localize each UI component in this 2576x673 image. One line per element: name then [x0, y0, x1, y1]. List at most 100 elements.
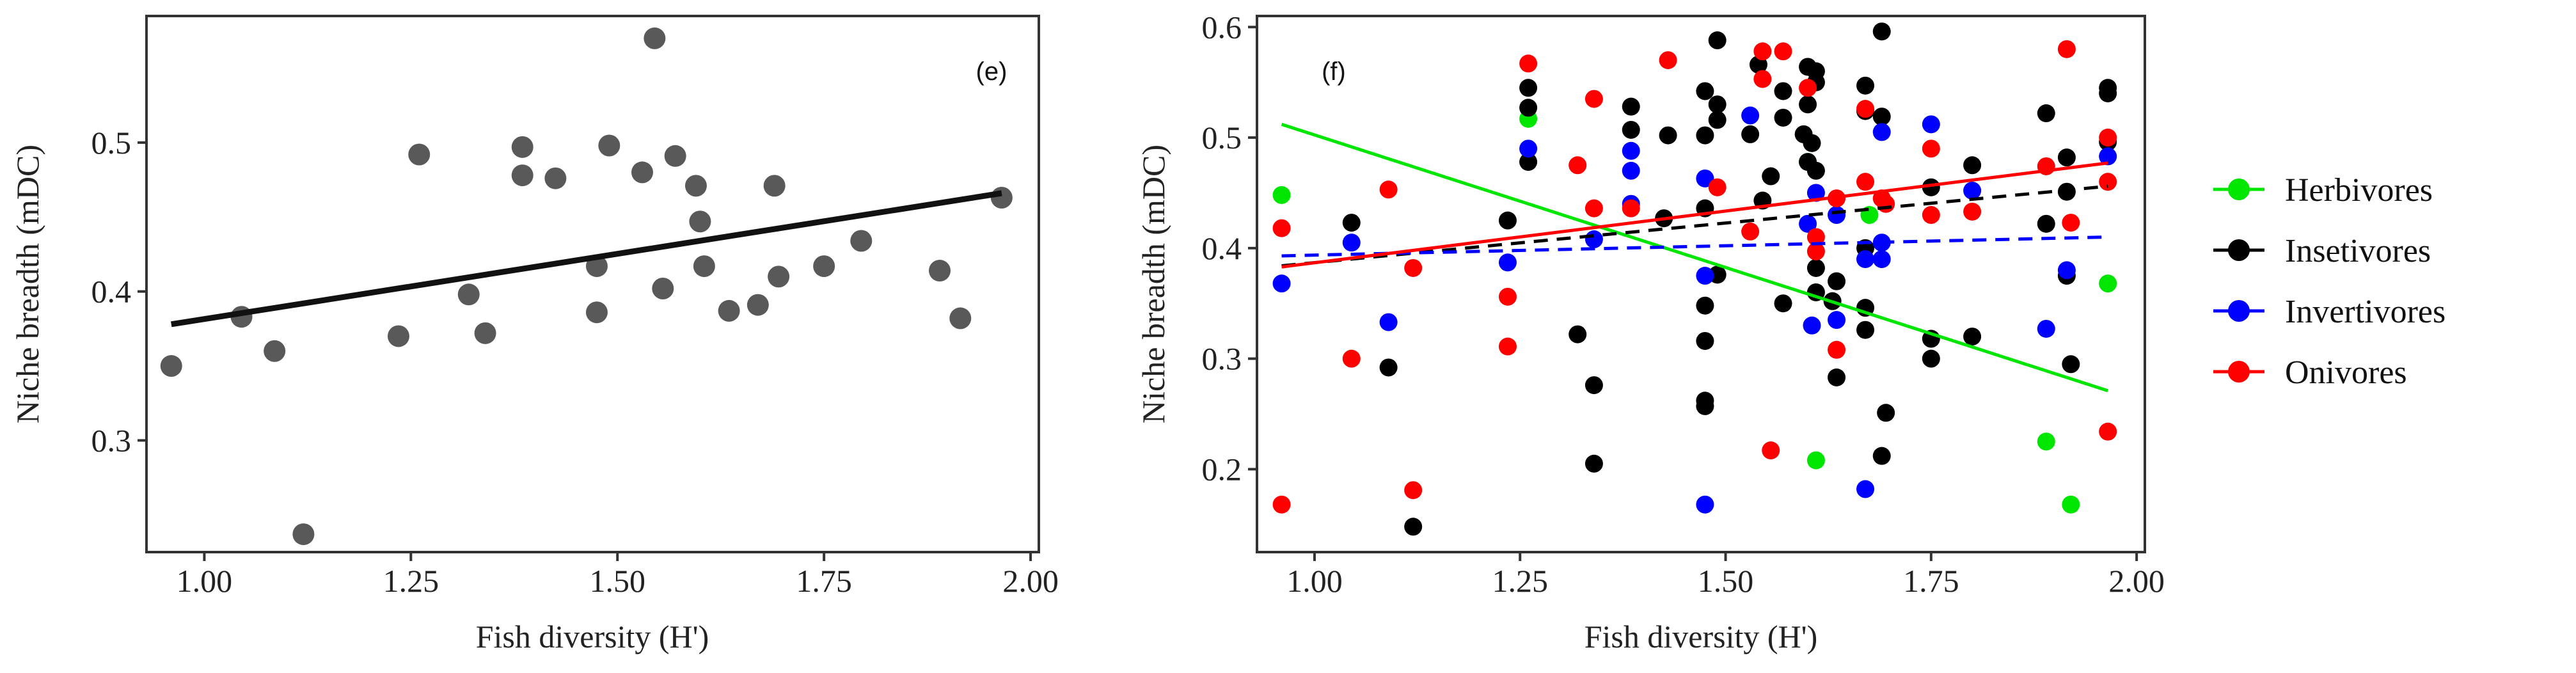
onivores-point	[2099, 173, 2117, 191]
insetivores-point	[1806, 258, 1825, 277]
data-point	[768, 265, 790, 288]
invertivores-point	[1856, 250, 1875, 269]
insetivores-point	[1762, 167, 1780, 186]
legend-insetivores-label: Insetivores	[2285, 233, 2431, 269]
herbivores-point	[2062, 495, 2080, 514]
invertivores-point	[1828, 311, 1846, 329]
insetivores-point	[1519, 79, 1538, 97]
insetivores-point	[1922, 349, 1940, 368]
onivores-point	[1856, 100, 1875, 118]
x-tick-label: 1.75	[1903, 563, 1959, 599]
data-point	[408, 143, 431, 166]
insetivores-point	[1696, 296, 1714, 315]
onivores-point	[1622, 199, 1640, 218]
invertivores-point	[1696, 169, 1714, 187]
onivores-point	[1922, 139, 1940, 158]
herbivores-point	[2037, 432, 2055, 451]
invertivores-point	[1856, 480, 1875, 498]
insetivores-point	[1872, 107, 1891, 126]
onivores-point	[1753, 70, 1772, 88]
onivores-point	[1856, 173, 1875, 191]
invertivores-point	[1584, 230, 1603, 249]
data-point	[850, 230, 873, 252]
insetivores-point	[1856, 76, 1875, 95]
y-tick-label: 0.5	[1202, 120, 1242, 155]
onivores-point	[1762, 441, 1780, 460]
insetivores-trend-line	[1281, 184, 2108, 267]
panel-f: 1.00 1.25 1.50 1.75 2.000.20.30.40.50.6 (f) …	[1135, 9, 2165, 654]
invertivores-point	[1922, 115, 1940, 134]
insetivores-point	[1622, 97, 1640, 116]
insetivores-point	[1569, 325, 1587, 344]
onivores-point	[1584, 90, 1603, 108]
insetivores-point	[1659, 126, 1677, 145]
onivores-point	[1806, 242, 1825, 261]
insetivores-point	[1856, 321, 1875, 339]
insetivores-point	[1696, 397, 1714, 415]
data-point	[585, 301, 608, 324]
onivores-point	[1708, 178, 1727, 196]
onivores-point	[1963, 202, 1982, 221]
invertivores-point	[1872, 123, 1891, 141]
herbivores-point	[2099, 274, 2117, 293]
onivores-point	[1877, 194, 1895, 213]
y-tick-label: 0.4	[1202, 230, 1242, 266]
data-point	[990, 186, 1013, 209]
invertivores-point	[1806, 184, 1825, 202]
onivores-point	[1774, 42, 1792, 61]
insetivores-point	[2062, 355, 2080, 374]
data-point	[644, 27, 666, 49]
x-tick-label: 1.00	[1286, 563, 1343, 599]
data-point	[598, 134, 620, 157]
insetivores-point	[1872, 22, 1891, 41]
panel-f-ticks: 1.00 1.25 1.50 1.75 2.00 0.2 0.3 0.4 0.5 0.6	[1202, 9, 2165, 599]
panel-f-label: (f)	[1322, 58, 1346, 86]
insetivores-point	[2099, 84, 2117, 102]
y-tick-label: 0.4	[91, 274, 132, 310]
legend-onivores-marker	[2228, 361, 2250, 383]
onivores-point	[1379, 180, 1398, 199]
insetivores-point	[1622, 120, 1640, 139]
panel-e-x-axis-label: Fish diversity (H')	[476, 619, 709, 654]
data-point	[264, 340, 286, 362]
insetivores-point	[2037, 214, 2055, 233]
insetivores-point	[1696, 331, 1714, 350]
insetivores-point	[1379, 358, 1398, 377]
panel-e-frame	[145, 15, 1040, 553]
insetivores-point	[1877, 404, 1895, 422]
insetivores-point	[1342, 214, 1361, 232]
onivores-point	[1498, 337, 1517, 356]
data-point	[160, 355, 182, 377]
invertivores-point	[1803, 316, 1821, 335]
onivores-point	[1404, 258, 1423, 277]
insetivores-point	[1696, 126, 1714, 145]
invertivores-point	[2099, 147, 2117, 166]
data-point	[387, 325, 409, 347]
legend-invertivores-marker	[2228, 300, 2250, 322]
data-point	[474, 322, 496, 344]
panel-e: 1.00 1.25 1.50 1.75 2.00 0.3 0.4 0.5 (e) Fish d…	[10, 15, 1059, 654]
onivores-point	[1498, 287, 1517, 306]
data-point	[813, 255, 835, 278]
insetivores-point	[1708, 111, 1727, 129]
insetivores-point	[1584, 454, 1603, 473]
data-point	[457, 283, 480, 306]
onivores-point	[1272, 219, 1291, 237]
insetivores-point	[1963, 328, 1982, 346]
legend-onivores-label: Onivores	[2285, 354, 2407, 391]
invertivores-point	[1342, 234, 1361, 252]
panel-f-y-axis-label: Niche breadth (mDC)	[1135, 145, 1171, 424]
onivores-point	[2062, 214, 2080, 232]
data-point	[292, 523, 315, 546]
invertivores-point	[1963, 181, 1982, 200]
onivores-point	[1569, 156, 1587, 175]
onivores-point	[2057, 40, 2076, 58]
insetivores-point	[1404, 518, 1423, 536]
invertivores-point	[1519, 139, 1538, 158]
legend: Herbivores Insetivores Invertivores Onivore…	[2213, 172, 2446, 391]
invertivores-point	[1696, 267, 1714, 285]
onivores-point	[1272, 495, 1291, 514]
data-point	[689, 210, 711, 233]
legend-insetivores-marker	[2228, 239, 2250, 261]
insetivores-point	[1872, 447, 1891, 465]
